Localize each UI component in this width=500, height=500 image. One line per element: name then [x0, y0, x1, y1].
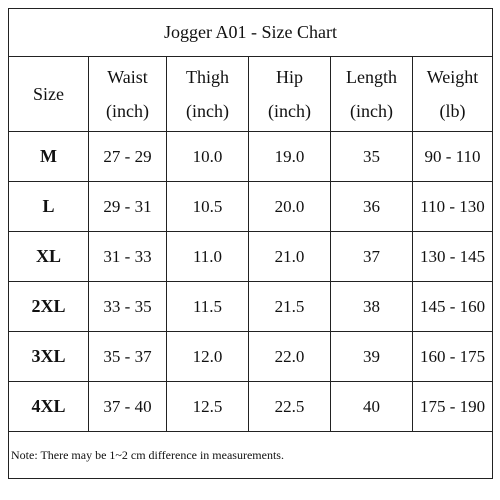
table-body: Jogger A01 - Size Chart Size Waist (inch) Th…	[7, 8, 494, 479]
data-cell: 35 - 37	[88, 331, 167, 382]
data-cell: 33 - 35	[88, 281, 167, 332]
data-cell: 19.0	[248, 131, 331, 182]
data-cell: 22.5	[248, 381, 331, 432]
data-cell: 10.5	[166, 181, 249, 232]
note-text: Note: There may be 1~2 cm difference in …	[7, 431, 494, 479]
data-cell: 130 - 145	[411, 231, 494, 282]
header-name: Weight	[426, 67, 479, 87]
data-cell: 10.0	[166, 131, 249, 182]
title-row: Jogger A01 - Size Chart	[7, 8, 494, 57]
size-cell: 4XL	[8, 381, 89, 432]
data-row: L 29 - 31 10.5 20.0 36 110 - 130	[8, 181, 494, 232]
data-cell: 110 - 130	[411, 181, 494, 232]
data-row: 4XL 37 - 40 12.5 22.5 40 175 - 190	[8, 381, 494, 432]
header-name: Hip	[276, 67, 303, 87]
data-cell: 175 - 190	[411, 381, 494, 432]
data-cell: 40	[330, 381, 413, 432]
data-row: XL 31 - 33 11.0 21.0 37 130 - 145	[8, 231, 494, 282]
data-cell: 11.5	[166, 281, 249, 332]
data-cell: 31 - 33	[88, 231, 167, 282]
data-cell: 11.0	[166, 231, 249, 282]
size-chart-table: Jogger A01 - Size Chart Size Waist (inch) Th…	[7, 8, 494, 479]
header-name: Size	[33, 84, 64, 104]
data-cell: 21.5	[248, 281, 331, 332]
data-cell: 39	[330, 331, 413, 382]
header-cell: Length (inch)	[330, 56, 413, 132]
header-row: Size Waist (inch) Thigh (inch) Hip (inch) Lengt…	[8, 56, 494, 132]
size-cell: 2XL	[8, 281, 89, 332]
header-cell: Waist (inch)	[88, 56, 167, 132]
data-cell: 12.5	[166, 381, 249, 432]
header-unit: (inch)	[350, 101, 393, 121]
data-cell: 145 - 160	[411, 281, 494, 332]
data-row: M 27 - 29 10.0 19.0 35 90 - 110	[8, 131, 494, 182]
header-unit: (inch)	[186, 101, 229, 121]
header-cell: Size	[8, 56, 89, 132]
data-row: 3XL 35 - 37 12.0 22.0 39 160 - 175	[8, 331, 494, 382]
data-cell: 20.0	[248, 181, 331, 232]
size-cell: 3XL	[8, 331, 89, 382]
header-name: Length	[346, 67, 397, 87]
data-row: 2XL 33 - 35 11.5 21.5 38 145 - 160	[8, 281, 494, 332]
data-cell: 38	[330, 281, 413, 332]
note-row: Note: There may be 1~2 cm difference in …	[7, 431, 494, 479]
data-cell: 37	[330, 231, 413, 282]
header-cell: Hip (inch)	[248, 56, 331, 132]
header-name: Waist	[107, 67, 148, 87]
data-cell: 35	[330, 131, 413, 182]
data-cell: 21.0	[248, 231, 331, 282]
data-cell: 27 - 29	[88, 131, 167, 182]
data-cell: 22.0	[248, 331, 331, 382]
data-cell: 160 - 175	[411, 331, 494, 382]
header-name: Thigh	[186, 67, 229, 87]
table-title: Jogger A01 - Size Chart	[7, 8, 494, 57]
header-unit: (inch)	[106, 101, 149, 121]
header-unit: (lb)	[439, 101, 466, 121]
header-unit: (inch)	[268, 101, 311, 121]
data-cell: 36	[330, 181, 413, 232]
size-cell: L	[8, 181, 89, 232]
data-cell: 12.0	[166, 331, 249, 382]
header-cell: Thigh (inch)	[166, 56, 249, 132]
data-cell: 29 - 31	[88, 181, 167, 232]
size-cell: M	[8, 131, 89, 182]
data-cell: 37 - 40	[88, 381, 167, 432]
data-cell: 90 - 110	[411, 131, 494, 182]
size-cell: XL	[8, 231, 89, 282]
header-cell: Weight (lb)	[411, 56, 494, 132]
